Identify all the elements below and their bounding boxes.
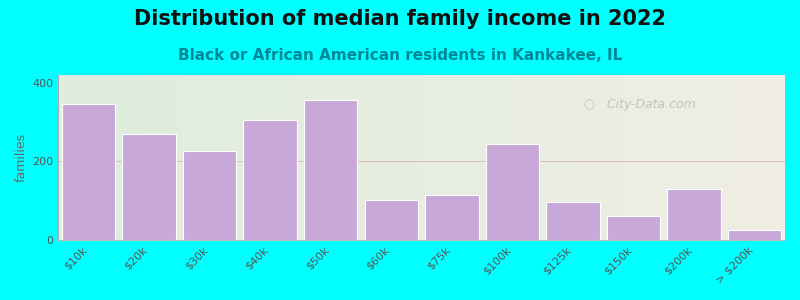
Bar (243, 120, 297, 240)
Text: Black or African American residents in Kankakee, IL: Black or African American residents in K… (178, 48, 622, 63)
Bar (183, 152, 236, 240)
Bar (667, 189, 721, 240)
Text: ○   City-Data.com: ○ City-Data.com (584, 98, 695, 111)
Bar (728, 230, 782, 240)
Bar (426, 194, 478, 240)
Bar (365, 200, 418, 240)
Bar (607, 216, 660, 240)
Y-axis label: families: families (15, 133, 28, 182)
Text: Distribution of median family income in 2022: Distribution of median family income in … (134, 9, 666, 29)
Bar (546, 202, 600, 240)
Bar (122, 134, 176, 240)
Bar (62, 104, 115, 240)
Bar (304, 100, 358, 240)
Bar (486, 144, 539, 240)
